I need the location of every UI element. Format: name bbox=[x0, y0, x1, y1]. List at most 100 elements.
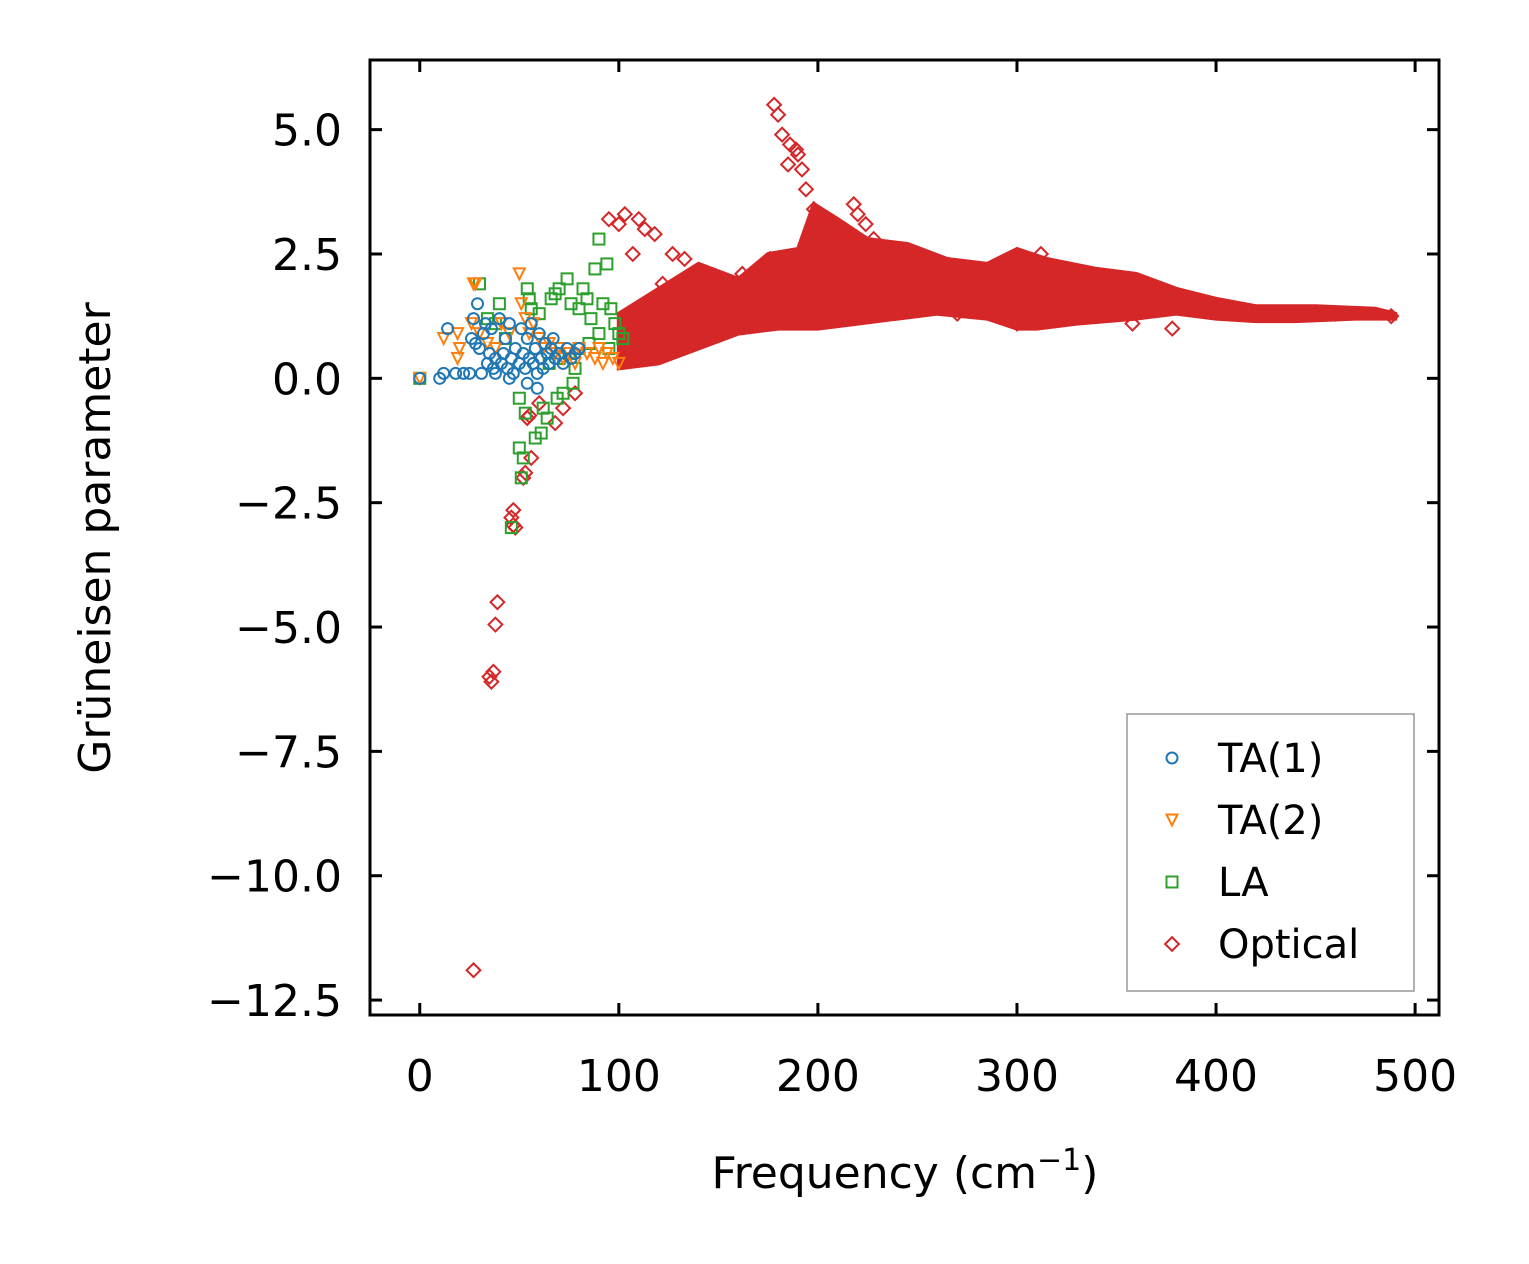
optical-point bbox=[624, 245, 642, 263]
y-tick-label: −7.5 bbox=[235, 727, 342, 778]
optical-point bbox=[1163, 320, 1181, 337]
optical-point bbox=[516, 464, 534, 482]
ta-2-point bbox=[468, 277, 483, 292]
x-tick-label: 400 bbox=[1174, 1051, 1258, 1102]
la-point bbox=[556, 386, 570, 400]
optical-point bbox=[636, 220, 654, 238]
optical-point bbox=[789, 146, 807, 163]
optical-point bbox=[1327, 305, 1344, 322]
optical-point bbox=[522, 449, 540, 467]
la-point bbox=[600, 257, 614, 271]
x-axis-title: Frequency (cm−1) bbox=[712, 1143, 1099, 1199]
la-point bbox=[584, 312, 598, 326]
optical-point bbox=[616, 205, 634, 223]
optical-point bbox=[819, 235, 837, 253]
optical-point bbox=[664, 245, 681, 263]
la-point bbox=[516, 451, 530, 465]
optical-point bbox=[787, 141, 805, 158]
y-tick-label: −2.5 bbox=[235, 479, 342, 530]
legend-box bbox=[1126, 713, 1415, 992]
la-point bbox=[514, 471, 528, 485]
optical-point bbox=[489, 593, 506, 611]
optical-point bbox=[530, 394, 548, 412]
ta-2-point bbox=[595, 356, 611, 372]
x-tick-label: 0 bbox=[406, 1051, 434, 1102]
data-points-layer bbox=[412, 96, 1400, 979]
legend-ta-1-label: TA(1) bbox=[1217, 736, 1323, 782]
la-point bbox=[534, 426, 548, 440]
ta-1-point bbox=[572, 341, 586, 355]
la-point bbox=[580, 292, 594, 306]
optical-point bbox=[1032, 245, 1050, 263]
la-point bbox=[518, 406, 532, 420]
la-point bbox=[572, 302, 586, 316]
y-tick-label: 0.0 bbox=[272, 354, 342, 405]
y-tick-label: 5.0 bbox=[272, 106, 342, 157]
ta-2-point bbox=[450, 351, 465, 367]
optical-point bbox=[546, 414, 564, 432]
optical-point bbox=[566, 384, 584, 402]
optical-point bbox=[805, 200, 823, 218]
la-point bbox=[512, 391, 526, 405]
optical-point bbox=[483, 673, 500, 691]
ta-1-point bbox=[520, 332, 534, 346]
optical-point bbox=[857, 215, 874, 233]
ta-1-point bbox=[457, 366, 471, 380]
optical-point bbox=[485, 663, 502, 681]
ta-2-point bbox=[450, 327, 465, 342]
x-tick-label: 200 bbox=[776, 1051, 860, 1102]
optical-point bbox=[769, 106, 787, 124]
optical-point bbox=[507, 519, 524, 536]
legend: TA(1) TA(2) LA Optical bbox=[1126, 713, 1415, 992]
optical-point bbox=[793, 161, 811, 178]
ta-1-point bbox=[472, 341, 486, 355]
ta-1-point bbox=[532, 327, 546, 341]
x-tick-label: 100 bbox=[577, 1051, 661, 1102]
optical-point bbox=[465, 961, 482, 979]
ta-1-point bbox=[530, 381, 544, 395]
optical-point bbox=[487, 616, 504, 633]
la-point bbox=[576, 282, 590, 296]
optical-point bbox=[849, 205, 867, 223]
ta-1-point bbox=[449, 366, 463, 380]
la-point bbox=[504, 521, 518, 535]
ta-2-point bbox=[514, 297, 529, 312]
legend-optical-label: Optical bbox=[1218, 922, 1359, 968]
y-tick-label: −10.0 bbox=[207, 852, 342, 903]
la-point bbox=[616, 332, 630, 346]
ta-1-point bbox=[492, 312, 506, 326]
ta-1-point bbox=[528, 341, 542, 355]
ta-2-point bbox=[452, 341, 467, 357]
plot-frame bbox=[368, 58, 1441, 1017]
optical-point bbox=[1207, 300, 1225, 317]
legend-ta-1-marker bbox=[1165, 751, 1179, 765]
optical-point bbox=[733, 265, 751, 283]
optical-point bbox=[1287, 305, 1304, 322]
optical-point bbox=[901, 280, 918, 298]
y-tick-label: −5.0 bbox=[235, 603, 342, 654]
optical-point bbox=[773, 126, 791, 143]
optical-point bbox=[646, 225, 663, 243]
optical-point bbox=[1247, 305, 1265, 322]
ta-1-point bbox=[467, 312, 481, 326]
ta-1-point bbox=[502, 371, 516, 385]
optical-point bbox=[779, 156, 797, 173]
optical-point bbox=[881, 260, 898, 278]
ta-1-point bbox=[498, 332, 512, 346]
ta-2-point bbox=[611, 356, 626, 372]
ta-1-point bbox=[474, 366, 488, 380]
ta-1-point bbox=[514, 322, 528, 336]
tick-marks bbox=[370, 60, 1439, 1015]
optical-point bbox=[654, 275, 671, 293]
optical-point bbox=[600, 210, 618, 228]
optical-point bbox=[1098, 300, 1115, 317]
la-point bbox=[608, 317, 622, 331]
optical-point bbox=[676, 250, 693, 268]
optical-point bbox=[833, 245, 851, 263]
la-point bbox=[604, 302, 618, 316]
optical-point bbox=[925, 290, 942, 308]
legend-la-label: LA bbox=[1218, 860, 1269, 906]
ta-2-point bbox=[472, 327, 487, 342]
